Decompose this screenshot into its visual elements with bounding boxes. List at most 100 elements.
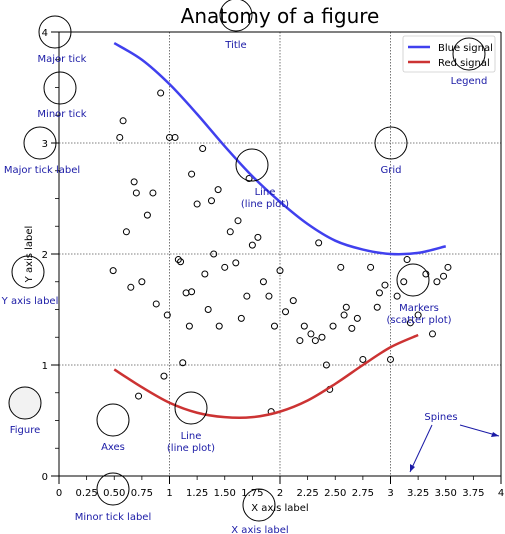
scatter-marker xyxy=(265,292,273,300)
scatter-marker xyxy=(193,200,201,208)
scatter-marker xyxy=(337,263,345,271)
line-blue-annotation: Line xyxy=(255,187,276,198)
scatter-marker xyxy=(119,117,127,125)
major-ytick-label: 2 xyxy=(42,250,48,261)
scatter-marker xyxy=(149,189,157,197)
minor-xtick-label: 1.75 xyxy=(241,488,263,499)
scatter-marker xyxy=(433,278,441,286)
scatter-marker xyxy=(296,337,304,345)
scatter-marker xyxy=(254,233,262,241)
markers-annotation: Markers xyxy=(399,303,439,314)
y-axis-label-annotation: Y axis label xyxy=(1,296,59,307)
scatter-marker xyxy=(130,178,138,186)
scatter-marker xyxy=(185,322,193,330)
figure-circle xyxy=(8,386,42,420)
scatter-marker xyxy=(353,314,361,322)
scatter-marker xyxy=(270,322,278,330)
major-xtick-label: 0 xyxy=(56,488,62,499)
line-red-annotation: Line xyxy=(181,431,202,442)
major-tick-annotation: Major tick xyxy=(38,54,87,65)
legend-circle xyxy=(452,37,486,71)
scatter-marker xyxy=(160,372,168,380)
minor-xtick-label: 2.50 xyxy=(324,488,346,499)
scatter-marker xyxy=(177,258,185,266)
spines-arrowhead-bottom xyxy=(410,464,415,472)
scatter-marker xyxy=(381,281,389,289)
major-xtick-label: 3 xyxy=(387,488,393,499)
major-xtick-label: 2 xyxy=(277,488,283,499)
scatter-marker xyxy=(387,355,394,363)
scatter-marker xyxy=(414,311,422,319)
scatter-marker xyxy=(393,292,401,300)
scatter-marker xyxy=(221,263,229,271)
scatter-marker xyxy=(307,330,315,338)
scatter-marker xyxy=(226,228,234,236)
scatter-marker xyxy=(318,333,326,341)
major-ytick-label: 0 xyxy=(42,472,48,483)
minor-tick-label-circle xyxy=(96,472,130,506)
spines-annotation: Spines xyxy=(424,412,457,423)
scatter-marker xyxy=(127,283,135,291)
scatter-marker xyxy=(340,311,348,319)
scatter-marker xyxy=(188,288,196,296)
legend-annotation: Legend xyxy=(451,76,488,87)
y-axis-label-circle xyxy=(11,255,45,289)
scatter-marker xyxy=(109,267,117,275)
minor-xtick-label: 3.75 xyxy=(462,488,484,499)
scatter-marker xyxy=(444,263,452,271)
line-red-circle xyxy=(174,391,208,425)
scatter-marker xyxy=(174,256,182,264)
x-axis-label: X axis label xyxy=(251,503,308,514)
chart-title: Anatomy of a figure xyxy=(181,4,380,28)
y-axis-label: Y axis label xyxy=(24,226,35,284)
grid-circle xyxy=(374,126,408,160)
scatter-marker xyxy=(248,241,256,249)
scatter-marker xyxy=(400,278,408,286)
scatter-marker xyxy=(210,250,218,258)
minor-xtick-label: 0.75 xyxy=(131,488,153,499)
grid-annotation: Grid xyxy=(381,165,402,176)
scatter-marker xyxy=(207,197,215,205)
scatter-marker xyxy=(276,267,284,275)
legend-entry: Red signal xyxy=(438,58,490,69)
minor-xtick-label: 3.25 xyxy=(407,488,429,499)
minor-xtick-label: 1.25 xyxy=(186,488,208,499)
minor-xtick-label: 0.50 xyxy=(103,488,125,499)
major-tick-circle xyxy=(38,15,72,49)
line-blue-annotation: (line plot) xyxy=(241,199,289,210)
axes-annotation: Axes xyxy=(101,442,125,453)
scatter-marker xyxy=(201,270,209,278)
ticks: 0 1 2 3 4 0.25 0.50 0.75 1.25 1.50 1.75 2.25 2.50 2.7… xyxy=(42,28,505,499)
major-xtick-label: 1 xyxy=(166,488,172,499)
scatter-marker xyxy=(215,322,223,330)
scatter-marker xyxy=(214,186,222,194)
scatter-marker xyxy=(163,311,171,319)
scatter-marker xyxy=(243,292,251,300)
series-line-blue-signal xyxy=(113,42,447,256)
spines-arrow-bottom xyxy=(409,424,433,473)
scatter-marker xyxy=(373,303,381,311)
spines-arrowhead-right xyxy=(491,432,499,437)
scatter-marker xyxy=(359,355,367,363)
legend: Blue signal Red signal xyxy=(402,35,496,73)
markers-annotation: (scatter plot) xyxy=(386,315,451,326)
scatter-marker xyxy=(152,300,160,308)
figure-annotation: Figure xyxy=(10,425,41,436)
scatter-marker xyxy=(179,359,187,367)
line-series xyxy=(113,42,447,420)
title-circle xyxy=(219,0,253,32)
minor-xtick-label: 1.50 xyxy=(214,488,236,499)
line-red-annotation: (line plot) xyxy=(167,443,215,454)
major-ytick-label: 3 xyxy=(42,139,48,150)
scatter-marker xyxy=(367,263,375,271)
series-line-red-signal xyxy=(113,333,419,420)
minor-tick-annotation: Minor tick xyxy=(37,109,86,120)
scatter-marker xyxy=(171,133,179,141)
minor-tick-label-annotation: Minor tick label xyxy=(75,512,152,523)
scatter-marker xyxy=(289,297,297,305)
legend-entry: Blue signal xyxy=(438,43,493,54)
scatter-marker xyxy=(234,217,242,225)
major-xtick-label: 4 xyxy=(498,488,504,499)
